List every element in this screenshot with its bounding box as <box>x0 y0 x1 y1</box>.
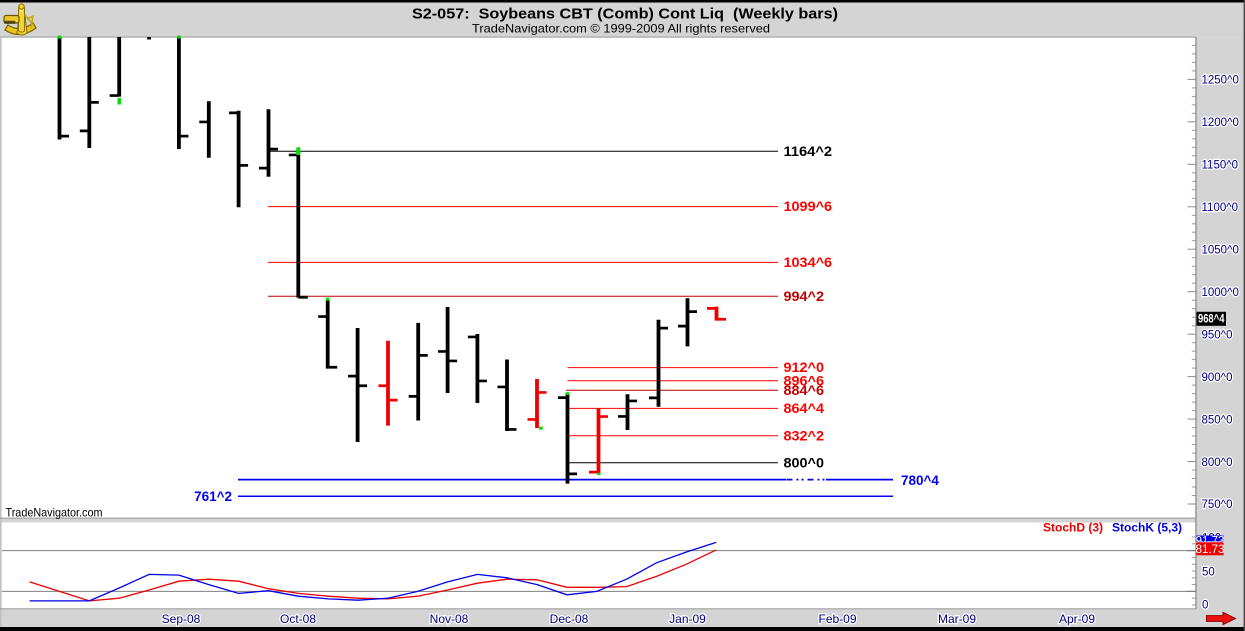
svg-text:1250^0: 1250^0 <box>1202 75 1239 87</box>
svg-text:S2-057: Soybeans CBT (Comb) C: S2-057: Soybeans CBT (Comb) Cont Liq (We… <box>412 6 838 23</box>
svg-text:832^2: 832^2 <box>784 428 825 443</box>
svg-text:950^0: 950^0 <box>1202 329 1233 341</box>
svg-text:Feb-09: Feb-09 <box>818 612 856 626</box>
svg-text:Apr-09: Apr-09 <box>1059 612 1095 626</box>
svg-text:864^4: 864^4 <box>784 401 825 416</box>
svg-text:1099^6: 1099^6 <box>784 199 833 214</box>
svg-text:TradeNavigator.com © 1999-2009: TradeNavigator.com © 1999-2009 All right… <box>472 22 770 36</box>
svg-text:50: 50 <box>1202 567 1215 579</box>
svg-text:1034^6: 1034^6 <box>784 255 833 270</box>
svg-text:850^0: 850^0 <box>1202 414 1233 426</box>
svg-text:1000^0: 1000^0 <box>1202 287 1239 299</box>
svg-text:800^0: 800^0 <box>784 455 825 470</box>
svg-text:1100^0: 1100^0 <box>1202 202 1239 214</box>
svg-text:900^0: 900^0 <box>1202 372 1233 384</box>
svg-text:780^4: 780^4 <box>901 473 939 488</box>
svg-text:1200^0: 1200^0 <box>1202 117 1239 129</box>
svg-text:Mar-09: Mar-09 <box>938 612 976 626</box>
svg-text:StochD (3): StochD (3) <box>1043 521 1103 535</box>
svg-text:91.73: 91.73 <box>1196 536 1225 548</box>
svg-text:912^0: 912^0 <box>784 360 825 375</box>
svg-text:896^6: 896^6 <box>784 373 825 388</box>
svg-text:800^0: 800^0 <box>1202 457 1233 469</box>
svg-text:761^2: 761^2 <box>194 489 232 504</box>
svg-text:0: 0 <box>1202 600 1208 612</box>
svg-text:Oct-08: Oct-08 <box>280 612 316 626</box>
svg-text:1050^0: 1050^0 <box>1202 244 1239 256</box>
svg-text:1150^0: 1150^0 <box>1202 160 1239 172</box>
svg-text:Sep-08: Sep-08 <box>162 612 201 626</box>
svg-text:Dec-08: Dec-08 <box>550 612 589 626</box>
svg-text:Nov-08: Nov-08 <box>430 612 469 626</box>
svg-text:TradeNavigator.com: TradeNavigator.com <box>6 505 103 519</box>
svg-text:750^0: 750^0 <box>1202 499 1233 511</box>
svg-text:StochK (5,3): StochK (5,3) <box>1112 521 1182 535</box>
svg-text:1164^2: 1164^2 <box>784 144 833 159</box>
svg-text:81.73: 81.73 <box>1196 544 1225 556</box>
svg-text:994^2: 994^2 <box>784 289 825 304</box>
svg-text:968^4: 968^4 <box>1198 312 1225 326</box>
svg-text:884^6: 884^6 <box>784 383 825 398</box>
svg-text:Jan-09: Jan-09 <box>669 612 706 626</box>
